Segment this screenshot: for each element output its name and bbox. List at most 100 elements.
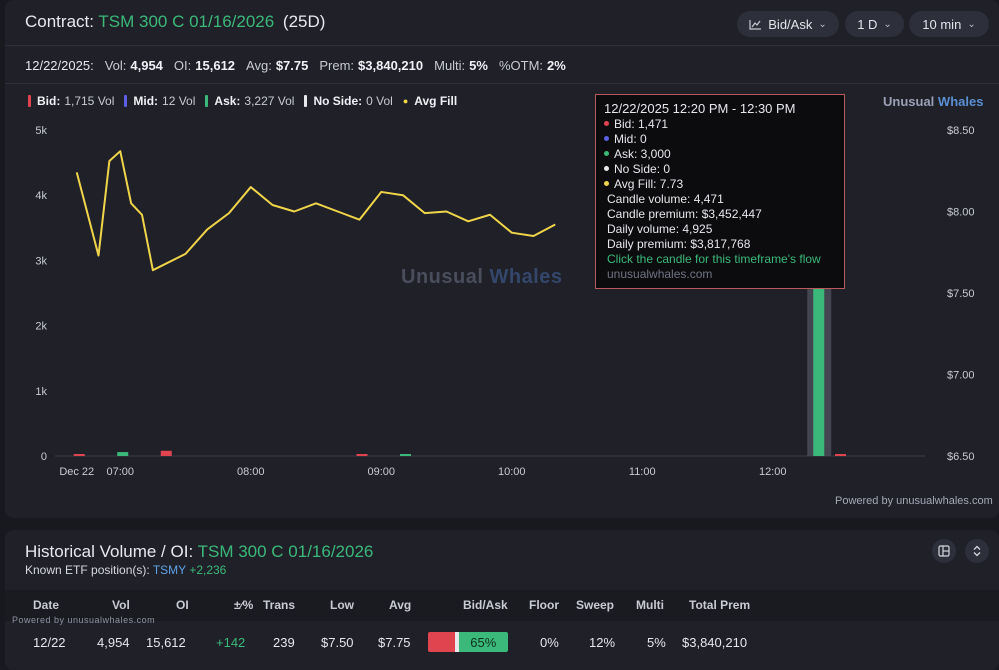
legend-ask-value: 3,227 Vol — [244, 94, 295, 108]
watermark-part2: Whales — [489, 266, 563, 288]
tooltip-title: 12/22/2025 12:20 PM - 12:30 PM — [604, 101, 796, 116]
y-tick-left: 4k — [35, 190, 47, 202]
bid-swatch — [28, 95, 31, 107]
bid-ask-bar-bid — [428, 632, 455, 652]
row-multi: 5% — [647, 635, 666, 650]
tooltip-mid: Mid: 0 — [614, 132, 647, 146]
y-tick-right: $8.00 — [947, 207, 975, 219]
col-floor[interactable]: Floor — [529, 598, 559, 612]
history-contract: TSM 300 C 01/16/2026 — [197, 542, 374, 561]
tooltip-bid: Bid: 1,471 — [614, 117, 669, 131]
volume-bar-bid — [160, 450, 172, 456]
no-side-dot-icon — [604, 166, 609, 172]
brand-part1: Unusual — [883, 94, 935, 109]
interval-dropdown[interactable]: 10 min ⌄ — [909, 11, 989, 37]
legend-bid-value: 1,715 Vol — [64, 94, 115, 108]
y-tick-left: 5k — [35, 125, 47, 137]
history-title: Historical Volume / OI: TSM 300 C 01/16/… — [25, 542, 373, 562]
bid-dot-icon — [604, 121, 609, 127]
bid-ask-bar-mid — [454, 632, 459, 652]
volume-bar-ask — [117, 452, 129, 456]
col-low[interactable]: Low — [330, 598, 354, 612]
tooltip-no-side-row: No Side: 0 — [604, 162, 836, 177]
mid-swatch — [124, 95, 128, 107]
x-tick-label: 10:00 — [498, 466, 526, 478]
history-table-header — [5, 590, 999, 621]
col-bid-ask[interactable]: Bid/Ask — [463, 598, 508, 612]
legend-no-side-value: 0 Vol — [366, 94, 393, 108]
avg-fill-dot-icon — [604, 181, 609, 187]
range-dropdown[interactable]: 1 D ⌄ — [845, 11, 904, 37]
legend-mid[interactable]: Mid: 12 Vol — [124, 94, 195, 108]
powered-by: Powered by unusualwhales.com — [835, 495, 993, 507]
legend-avg-fill-label: Avg Fill — [414, 94, 458, 108]
volume-bar-bid — [835, 454, 846, 456]
bid-ask-dropdown[interactable]: Bid/Ask ⌄ — [737, 11, 839, 37]
row-change: +142 — [216, 635, 246, 650]
bid-ask-pct: 65% — [470, 634, 497, 650]
expand-collapse-icon — [973, 545, 981, 557]
legend-avg-fill[interactable]: ● Avg Fill — [403, 94, 461, 108]
avg-value: $7.75 — [275, 58, 309, 73]
brand-part2: Whales — [937, 94, 984, 109]
col-multi[interactable]: Multi — [636, 598, 664, 612]
col-vol[interactable]: Vol — [112, 598, 130, 612]
ask-dot-icon — [604, 151, 609, 157]
col-sweep[interactable]: Sweep — [576, 598, 615, 612]
col-oi[interactable]: OI — [176, 598, 189, 612]
y-tick-left: 1k — [35, 386, 47, 398]
avg-fill-line — [75, 150, 556, 272]
avg-label: Avg: — [246, 58, 272, 73]
prem-label: Prem: — [319, 58, 355, 73]
volume-avg-fill-chart[interactable]: 0 1k 2k 3k 4k 5k $6.50 $7.00 $7.50 $8.00 $8.50 Dec … — [0, 0, 999, 518]
table-columns-button[interactable] — [932, 539, 956, 563]
days-to-expiry: (25D) — [282, 12, 326, 31]
etf-positions: Known ETF position(s): TSMY +2,236 — [25, 563, 226, 577]
table-row[interactable]: 12/22 4,954 15,612 +142 239 $7.50 $7.75 … — [5, 623, 999, 662]
expand-button[interactable] — [965, 539, 989, 563]
etf-ticker-link[interactable]: TSMY — [152, 563, 186, 577]
chevron-down-icon: ⌄ — [967, 18, 976, 30]
legend-bid[interactable]: Bid: 1,715 Vol — [28, 94, 114, 108]
y-tick-right: $7.50 — [947, 288, 975, 300]
etf-label: Known ETF position(s): — [25, 563, 150, 577]
x-tick-label: Dec 22 — [59, 466, 94, 478]
divider — [5, 45, 999, 46]
col-change[interactable]: ±⁄% — [234, 598, 254, 612]
row-sweep: 12% — [589, 635, 616, 650]
tooltip-ask-row: Ask: 3,000 — [604, 147, 836, 162]
ask-swatch — [205, 95, 209, 107]
col-trans[interactable]: Trans — [263, 598, 296, 612]
legend-bid-label: Bid: — [37, 94, 61, 108]
col-avg[interactable]: Avg — [389, 598, 412, 612]
col-total-prem[interactable]: Total Prem — [689, 598, 751, 612]
chevron-down-icon: ⌄ — [883, 18, 892, 30]
contract-title: Contract: TSM 300 C 01/16/2026 (25D) — [25, 12, 325, 32]
row-trans: 239 — [273, 635, 295, 650]
row-date: 12/22 — [33, 635, 66, 650]
avg-fill-dot-icon: ● — [402, 96, 409, 106]
y-tick-right: $6.50 — [947, 451, 975, 463]
vol-value: 4,954 — [130, 58, 163, 73]
tooltip-click-hint[interactable]: Click the candle for this timeframe's fl… — [607, 252, 821, 266]
etf-change: +2,236 — [189, 563, 227, 577]
otm-value: 2% — [547, 58, 566, 73]
powered-by-small: Powered by unusualwhales.com — [12, 615, 156, 625]
volume-bar-bid — [356, 454, 368, 456]
legend-no-side[interactable]: No Side: 0 Vol — [304, 94, 393, 108]
tooltip-mid-row: Mid: 0 — [604, 132, 836, 147]
tooltip-candle-premium: Candle premium: $3,452,447 — [607, 207, 762, 221]
chevron-down-icon: ⌄ — [818, 18, 827, 30]
y-tick-right: $7.00 — [947, 370, 975, 382]
legend-mid-label: Mid: — [133, 94, 159, 108]
row-total-prem: $3,840,210 — [682, 635, 748, 650]
prem-value: $3,840,210 — [358, 58, 424, 73]
oi-label: OI: — [173, 58, 192, 73]
volume-bar-ask — [813, 260, 825, 456]
legend-ask[interactable]: Ask: 3,227 Vol — [205, 94, 294, 108]
col-date[interactable]: Date — [33, 598, 60, 612]
contract-name: TSM 300 C 01/16/2026 — [98, 12, 275, 31]
tooltip-avg-fill-row: Avg Fill: 7.73 — [604, 177, 836, 192]
y-tick-left: 3k — [35, 255, 47, 267]
row-vol: 4,954 — [97, 635, 130, 650]
